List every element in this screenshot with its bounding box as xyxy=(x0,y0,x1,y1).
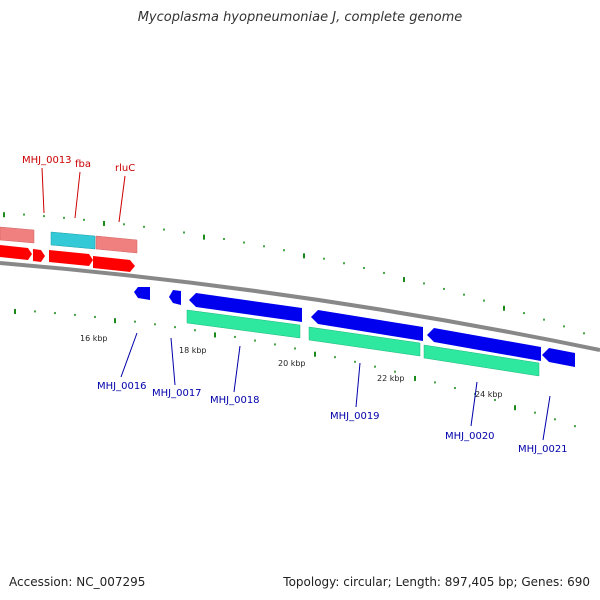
gene-arrow-a[interactable] xyxy=(0,245,32,260)
gene-label-mhj-0016[interactable]: MHJ_0016 xyxy=(97,381,147,392)
genome-backbone xyxy=(0,261,600,352)
gene-label-mhj-0018[interactable]: MHJ_0018 xyxy=(210,395,260,406)
gene-label-mhj-0020[interactable]: MHJ_0020 xyxy=(445,431,495,442)
kbp-label-20: 20 kbp xyxy=(278,359,306,368)
gene-arrow-mhj-0017[interactable] xyxy=(169,290,181,305)
gene-arrow-rluc[interactable] xyxy=(93,256,135,272)
accession-text: Accession: NC_007295 xyxy=(9,575,146,589)
inner-tick-row xyxy=(14,308,576,428)
gene-label-rluc[interactable]: rluC xyxy=(115,163,135,174)
gene-label-mhj-0019[interactable]: MHJ_0019 xyxy=(330,411,380,422)
gene-label-mhj-0017[interactable]: MHJ_0017 xyxy=(152,388,202,399)
plus-leader-lines xyxy=(41,167,126,223)
gene-arrow-mhj-0021[interactable] xyxy=(542,348,575,367)
cds-bar-mhj-0013[interactable] xyxy=(0,226,35,244)
kbp-label-18: 18 kbp xyxy=(179,346,207,355)
minus-leader-lines xyxy=(120,332,551,441)
cds-bar-rluc[interactable] xyxy=(95,235,138,254)
gene-label-mhj-0013[interactable]: MHJ_0013 xyxy=(22,155,72,166)
genome-stats-text: Topology: circular; Length: 897,405 bp; … xyxy=(283,575,590,589)
plus-gene-track xyxy=(0,245,135,272)
map-title: Mycoplasma hyopneumoniae J, complete gen… xyxy=(137,10,463,25)
minus-cds-track xyxy=(186,309,540,377)
kbp-scale-labels: 16 kbp 18 kbp 20 kbp 22 kbp 24 kbp xyxy=(80,334,503,399)
plus-gene-labels: MHJ_0013 fba rluC xyxy=(22,155,135,174)
cds-bar-mhj-0020[interactable] xyxy=(423,344,540,377)
outer-tick-row xyxy=(3,212,585,335)
kbp-label-24: 24 kbp xyxy=(475,390,503,399)
gene-arrow-b[interactable] xyxy=(33,249,45,262)
gene-label-mhj-0021[interactable]: MHJ_0021 xyxy=(518,444,568,455)
minus-gene-track xyxy=(134,287,575,367)
gene-arrow-mhj-0016[interactable] xyxy=(134,287,150,300)
minus-gene-labels: MHJ_0016 MHJ_0017 MHJ_0018 MHJ_0019 MHJ_… xyxy=(97,381,568,455)
kbp-label-22: 22 kbp xyxy=(377,374,405,383)
gene-label-fba[interactable]: fba xyxy=(75,159,91,170)
kbp-label-16: 16 kbp xyxy=(80,334,108,343)
gene-arrow-mhj-0018[interactable] xyxy=(189,293,302,322)
cds-bar-fba[interactable] xyxy=(50,231,96,250)
gene-arrow-mhj-0020[interactable] xyxy=(427,328,541,361)
cds-bar-mhj-0018[interactable] xyxy=(186,309,301,339)
cds-bar-mhj-0019[interactable] xyxy=(308,326,421,357)
gene-arrow-mhj-0019[interactable] xyxy=(311,310,423,341)
gene-arrow-fba[interactable] xyxy=(49,250,93,266)
plus-cds-track xyxy=(0,226,138,254)
